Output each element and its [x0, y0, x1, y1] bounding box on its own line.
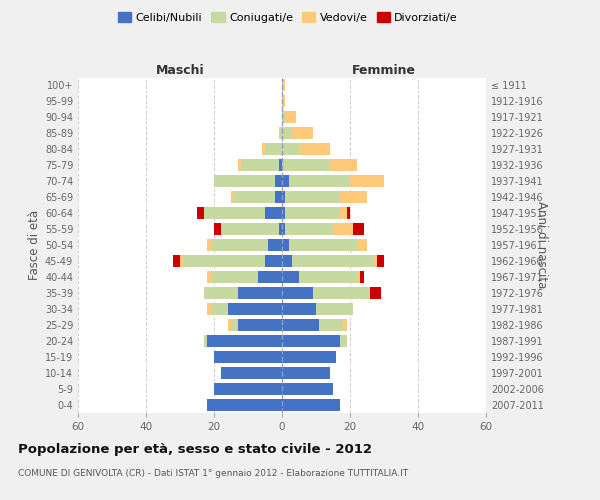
- Bar: [282, 160, 329, 171]
- Bar: [173, 255, 180, 267]
- Bar: [184, 255, 265, 267]
- Bar: [282, 334, 340, 346]
- Bar: [282, 191, 286, 203]
- Bar: [214, 382, 282, 394]
- Bar: [221, 366, 282, 378]
- Bar: [313, 287, 370, 299]
- Bar: [238, 319, 282, 330]
- Bar: [207, 334, 282, 346]
- Bar: [286, 112, 296, 124]
- Bar: [282, 175, 289, 187]
- Bar: [282, 350, 337, 362]
- Bar: [204, 334, 207, 346]
- Bar: [289, 175, 350, 187]
- Bar: [282, 128, 292, 140]
- Bar: [278, 223, 282, 235]
- Bar: [299, 271, 357, 283]
- Bar: [214, 175, 275, 187]
- Bar: [211, 271, 258, 283]
- Bar: [340, 191, 367, 203]
- Bar: [197, 207, 204, 219]
- Text: COMUNE DI GENIVOLTA (CR) - Dati ISTAT 1° gennaio 2012 - Elaborazione TUTTITALIA.: COMUNE DI GENIVOLTA (CR) - Dati ISTAT 1°…: [18, 468, 408, 477]
- Bar: [282, 271, 299, 283]
- Bar: [221, 223, 278, 235]
- Bar: [360, 271, 364, 283]
- Bar: [235, 191, 275, 203]
- Bar: [207, 398, 282, 410]
- Bar: [238, 287, 282, 299]
- Bar: [340, 207, 347, 219]
- Bar: [282, 239, 289, 251]
- Bar: [275, 191, 282, 203]
- Bar: [282, 80, 286, 92]
- Bar: [204, 207, 265, 219]
- Bar: [292, 128, 313, 140]
- Bar: [374, 255, 377, 267]
- Bar: [286, 207, 340, 219]
- Bar: [319, 319, 343, 330]
- Bar: [231, 319, 238, 330]
- Bar: [265, 207, 282, 219]
- Bar: [292, 255, 374, 267]
- Bar: [350, 175, 384, 187]
- Legend: Celibi/Nubili, Coniugati/e, Vedovi/e, Divorziati/e: Celibi/Nubili, Coniugati/e, Vedovi/e, Di…: [113, 8, 463, 28]
- Bar: [299, 144, 329, 156]
- Bar: [282, 207, 286, 219]
- Bar: [265, 255, 282, 267]
- Bar: [275, 175, 282, 187]
- Bar: [211, 303, 227, 315]
- Bar: [282, 303, 316, 315]
- Bar: [238, 160, 241, 171]
- Bar: [180, 255, 184, 267]
- Text: Femmine: Femmine: [352, 64, 416, 78]
- Bar: [347, 207, 350, 219]
- Text: Maschi: Maschi: [155, 64, 205, 78]
- Bar: [258, 271, 282, 283]
- Bar: [286, 223, 333, 235]
- Bar: [282, 366, 329, 378]
- Bar: [278, 160, 282, 171]
- Bar: [207, 271, 211, 283]
- Bar: [333, 223, 353, 235]
- Bar: [289, 239, 357, 251]
- Bar: [282, 223, 286, 235]
- Bar: [377, 255, 384, 267]
- Bar: [262, 144, 265, 156]
- Bar: [204, 287, 238, 299]
- Bar: [207, 239, 211, 251]
- Bar: [282, 255, 292, 267]
- Text: Popolazione per età, sesso e stato civile - 2012: Popolazione per età, sesso e stato civil…: [18, 442, 372, 456]
- Bar: [227, 319, 231, 330]
- Bar: [282, 398, 340, 410]
- Bar: [357, 239, 367, 251]
- Bar: [370, 287, 380, 299]
- Bar: [282, 112, 286, 124]
- Bar: [329, 160, 357, 171]
- Bar: [231, 191, 235, 203]
- Bar: [286, 191, 340, 203]
- Bar: [282, 287, 313, 299]
- Bar: [278, 128, 282, 140]
- Bar: [282, 144, 299, 156]
- Bar: [211, 239, 268, 251]
- Bar: [227, 303, 282, 315]
- Bar: [340, 334, 347, 346]
- Bar: [214, 350, 282, 362]
- Bar: [265, 144, 282, 156]
- Bar: [207, 303, 211, 315]
- Bar: [282, 382, 333, 394]
- Bar: [282, 96, 286, 108]
- Bar: [343, 319, 347, 330]
- Bar: [357, 271, 360, 283]
- Bar: [214, 223, 221, 235]
- Bar: [353, 223, 364, 235]
- Bar: [316, 303, 353, 315]
- Bar: [241, 160, 278, 171]
- Y-axis label: Fasce di età: Fasce di età: [28, 210, 41, 280]
- Bar: [282, 319, 319, 330]
- Bar: [268, 239, 282, 251]
- Y-axis label: Anni di nascita: Anni di nascita: [535, 202, 548, 288]
